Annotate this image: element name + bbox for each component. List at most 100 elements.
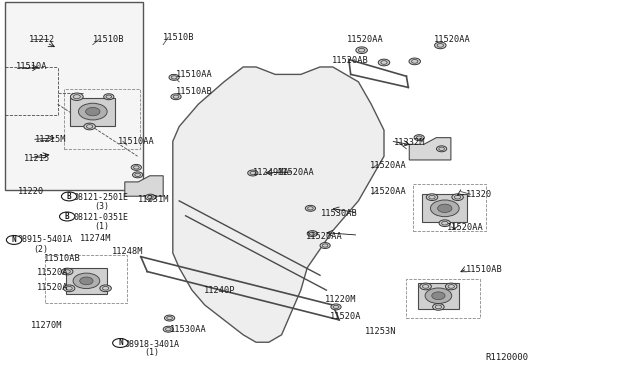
Circle shape xyxy=(439,220,451,227)
Text: N: N xyxy=(12,235,17,244)
Text: (1): (1) xyxy=(95,222,109,231)
Text: 11332M: 11332M xyxy=(394,138,425,147)
Text: (2): (2) xyxy=(33,245,48,254)
Circle shape xyxy=(164,315,175,321)
Text: 11520A: 11520A xyxy=(37,283,68,292)
Text: 11510B: 11510B xyxy=(163,33,195,42)
Text: 11215M: 11215M xyxy=(35,135,67,144)
Text: 11510A: 11510A xyxy=(16,62,47,71)
Circle shape xyxy=(63,285,75,292)
Circle shape xyxy=(409,58,420,65)
Bar xyxy=(406,279,480,318)
Circle shape xyxy=(436,146,447,152)
Circle shape xyxy=(79,103,107,120)
Bar xyxy=(422,194,467,222)
Circle shape xyxy=(145,194,156,200)
Bar xyxy=(418,283,460,309)
Text: 08915-5401A: 08915-5401A xyxy=(18,235,73,244)
Text: 11520AA: 11520AA xyxy=(447,223,483,232)
Circle shape xyxy=(70,93,83,100)
Text: 11220M: 11220M xyxy=(325,295,356,304)
Circle shape xyxy=(104,94,114,100)
Circle shape xyxy=(445,283,457,290)
Text: B: B xyxy=(67,192,72,201)
Circle shape xyxy=(163,326,173,332)
Circle shape xyxy=(432,292,445,299)
Text: 11274M: 11274M xyxy=(80,234,111,243)
Circle shape xyxy=(307,231,317,237)
Text: 11320: 11320 xyxy=(466,190,492,199)
Text: 11510AA: 11510AA xyxy=(118,137,155,146)
Circle shape xyxy=(435,42,446,49)
Circle shape xyxy=(452,194,463,201)
Text: 11510AB: 11510AB xyxy=(176,87,212,96)
Text: 11530AA: 11530AA xyxy=(170,325,206,334)
Text: 08918-3401A: 08918-3401A xyxy=(125,340,180,349)
Circle shape xyxy=(433,304,444,310)
Text: 11212: 11212 xyxy=(29,35,55,44)
Text: 11215: 11215 xyxy=(24,154,51,163)
Text: 11520AB: 11520AB xyxy=(332,56,368,65)
Circle shape xyxy=(420,283,431,290)
Text: 11520AA: 11520AA xyxy=(278,169,315,177)
Polygon shape xyxy=(125,176,163,196)
Text: 11510AA: 11510AA xyxy=(176,70,212,79)
Text: N: N xyxy=(118,339,123,347)
Circle shape xyxy=(86,108,100,116)
Polygon shape xyxy=(410,138,451,160)
Circle shape xyxy=(84,123,95,130)
Text: 11520A: 11520A xyxy=(37,268,68,277)
FancyBboxPatch shape xyxy=(5,2,143,190)
Circle shape xyxy=(320,243,330,248)
Circle shape xyxy=(414,135,424,141)
Text: 11249MA: 11249MA xyxy=(253,169,289,177)
Text: 11520AA: 11520AA xyxy=(370,187,406,196)
Text: 11510B: 11510B xyxy=(93,35,124,44)
Circle shape xyxy=(169,74,179,80)
Circle shape xyxy=(61,192,77,201)
Text: B: B xyxy=(65,212,70,221)
Text: 11510AB: 11510AB xyxy=(466,265,502,274)
Circle shape xyxy=(426,194,438,201)
Bar xyxy=(45,255,127,303)
Circle shape xyxy=(331,304,341,310)
Text: 11253N: 11253N xyxy=(365,327,396,336)
Bar xyxy=(64,89,140,149)
Text: 11520AA: 11520AA xyxy=(434,35,470,44)
Circle shape xyxy=(305,205,316,211)
Circle shape xyxy=(431,200,459,217)
Circle shape xyxy=(80,277,93,285)
Circle shape xyxy=(438,204,452,212)
Text: 11520AA: 11520AA xyxy=(306,232,342,241)
Circle shape xyxy=(171,94,181,100)
Circle shape xyxy=(100,285,111,292)
Text: R1120000: R1120000 xyxy=(485,353,528,362)
Circle shape xyxy=(132,172,143,178)
Text: 08121-0351E: 08121-0351E xyxy=(74,213,129,222)
Text: 11248M: 11248M xyxy=(112,247,143,256)
Text: 11231M: 11231M xyxy=(138,195,169,203)
Text: 11510AB: 11510AB xyxy=(44,254,80,263)
Circle shape xyxy=(60,212,75,221)
Circle shape xyxy=(248,170,258,176)
Circle shape xyxy=(131,164,141,170)
Text: 11520AA: 11520AA xyxy=(347,35,383,44)
Text: (1): (1) xyxy=(144,348,159,357)
Text: 11240P: 11240P xyxy=(204,286,235,295)
Bar xyxy=(413,184,486,231)
Text: 11530AB: 11530AB xyxy=(321,209,358,218)
Bar xyxy=(66,268,108,294)
Text: 08121-2501E: 08121-2501E xyxy=(74,193,129,202)
Circle shape xyxy=(425,288,452,304)
Text: 11270M: 11270M xyxy=(31,321,62,330)
Circle shape xyxy=(356,47,367,54)
Text: 11520AA: 11520AA xyxy=(370,161,406,170)
Circle shape xyxy=(378,59,390,66)
Bar xyxy=(70,98,115,126)
Circle shape xyxy=(73,273,100,289)
Text: 11520A: 11520A xyxy=(330,312,361,321)
Polygon shape xyxy=(173,67,384,342)
Circle shape xyxy=(6,235,22,244)
Circle shape xyxy=(61,268,73,275)
Circle shape xyxy=(113,339,128,347)
